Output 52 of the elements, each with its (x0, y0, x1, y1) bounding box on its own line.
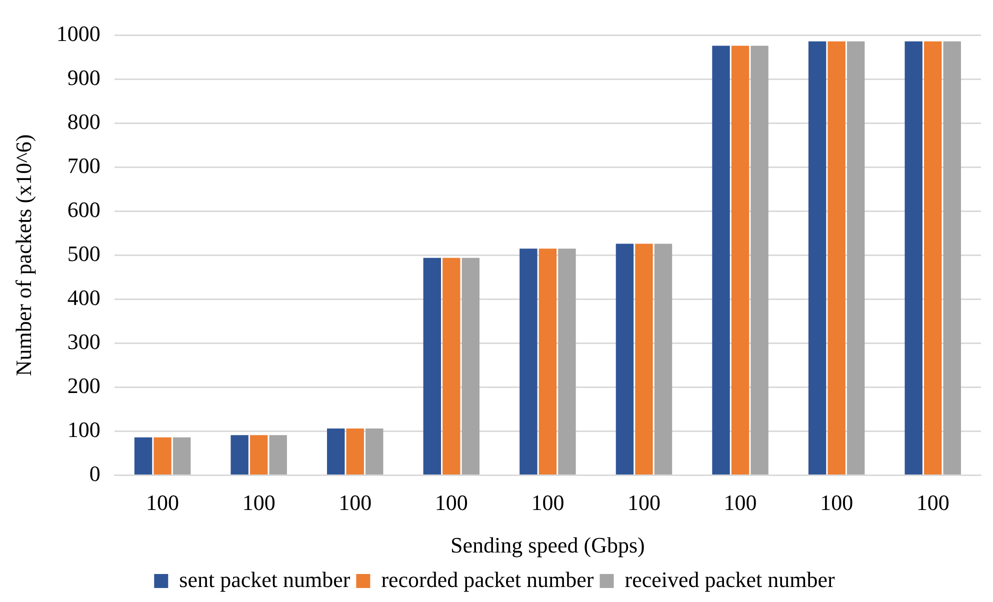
y-tick-label: 200 (67, 372, 100, 398)
y-tick-label: 700 (67, 152, 100, 178)
x-tick-label: 100 (434, 490, 468, 516)
bar (269, 435, 287, 474)
bar (462, 258, 480, 474)
legend-label: recorded packet number (381, 566, 594, 592)
bar (846, 41, 865, 474)
x-tick-label: 100 (531, 490, 564, 516)
y-tick-label: 500 (67, 240, 100, 266)
bar (172, 437, 191, 474)
legend-label: received packet number (624, 566, 836, 592)
y-tick-label: 0 (89, 460, 100, 486)
bar (750, 46, 768, 474)
bar (520, 248, 538, 474)
y-axis-title: Number of packets (x10^6) (10, 134, 36, 376)
x-tick-label: 100 (242, 490, 276, 516)
y-tick-label: 400 (67, 284, 100, 310)
bar (423, 258, 442, 474)
x-tick-label: 100 (724, 490, 757, 516)
y-tick-label: 800 (67, 108, 100, 134)
bar (134, 437, 152, 474)
bar (250, 435, 268, 474)
bar (230, 435, 248, 474)
bar (154, 437, 172, 474)
bar (558, 248, 576, 474)
bar (654, 244, 672, 474)
bar (731, 46, 750, 474)
y-tick-label: 300 (67, 328, 100, 354)
y-tick-label: 100 (67, 416, 100, 442)
x-tick-label: 100 (916, 490, 950, 516)
bar (327, 428, 345, 474)
y-tick-label: 600 (67, 196, 100, 222)
bar (616, 244, 634, 474)
x-tick-label: 100 (627, 490, 660, 516)
x-tick-label: 100 (820, 490, 854, 516)
bar (943, 41, 961, 474)
bar (635, 244, 653, 474)
bar (538, 248, 557, 474)
bar (346, 428, 364, 474)
bar (808, 41, 826, 474)
bar (366, 428, 384, 474)
x-tick-label: 100 (146, 490, 180, 516)
x-axis-title: Sending speed (Gbps) (450, 532, 645, 558)
y-tick-label: 900 (67, 64, 100, 90)
bar (442, 258, 460, 474)
y-tick-label: 1000 (56, 20, 100, 46)
bar (712, 46, 730, 474)
bar (828, 41, 846, 474)
legend-label: sent packet number (179, 566, 351, 592)
x-tick-label: 100 (338, 490, 372, 516)
bar (924, 41, 942, 474)
bar (904, 41, 922, 474)
